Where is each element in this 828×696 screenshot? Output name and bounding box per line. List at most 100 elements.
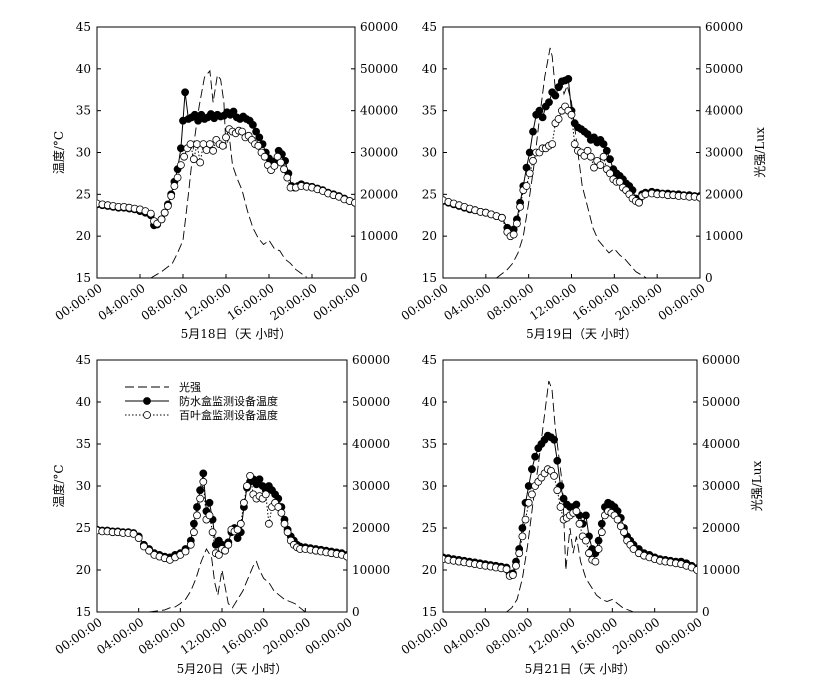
waterproof-box-temp-point bbox=[205, 498, 214, 507]
y-tick-label: 15 bbox=[422, 271, 437, 285]
louver-box-temp-point bbox=[693, 566, 697, 574]
waterproof-box-temp-point bbox=[554, 83, 563, 92]
legend-label-3: 百叶盒监测设备温度 bbox=[179, 408, 278, 422]
waterproof-box-temp-point bbox=[189, 519, 198, 528]
x-tick-label: 04:00:00 bbox=[441, 281, 493, 323]
y2-tick-label: 50000 bbox=[702, 395, 740, 409]
louver-box-temp-point bbox=[509, 571, 517, 579]
louver-box-temp-point bbox=[193, 511, 201, 520]
louver-box-temp-point bbox=[586, 152, 595, 161]
louver-box-temp-point bbox=[218, 141, 227, 150]
louver-box-temp-point bbox=[209, 146, 218, 155]
louver-box-temp-point bbox=[163, 202, 172, 210]
louver-box-temp-point bbox=[567, 110, 576, 119]
louver-box-temp-point bbox=[599, 152, 608, 161]
waterproof-box-temp-point bbox=[551, 91, 560, 100]
louver-box-temp-point bbox=[157, 215, 166, 224]
y-tick-label: 35 bbox=[422, 437, 437, 451]
waterproof-box-temp-point bbox=[529, 127, 537, 136]
y-tick-label: 45 bbox=[422, 20, 437, 34]
light-intensity-line bbox=[149, 548, 306, 612]
y-tick-label: 35 bbox=[422, 104, 437, 118]
x-tick-label: 12:00:00 bbox=[182, 281, 234, 323]
y-tick-label: 25 bbox=[76, 521, 91, 535]
plot-frame bbox=[442, 26, 701, 279]
y2-tick-label: 60000 bbox=[705, 20, 743, 34]
louver-box-temp-point bbox=[214, 551, 223, 559]
x-tick-label: 20:00:00 bbox=[268, 281, 320, 323]
louver-box-temp-point bbox=[233, 525, 242, 534]
waterproof-box-temp-point bbox=[582, 511, 590, 520]
y-axis-label: 温度/°C bbox=[51, 464, 66, 507]
y-tick-label: 40 bbox=[76, 395, 91, 409]
waterproof-box-temp-point bbox=[583, 130, 592, 139]
louver-box-temp-point bbox=[193, 140, 201, 149]
waterproof-box-temp-point bbox=[229, 107, 238, 116]
y2-axis-label: 光强/Lux bbox=[753, 127, 767, 178]
louver-box-temp-point bbox=[196, 494, 205, 503]
waterproof-box-temp-point bbox=[538, 113, 547, 122]
x-tick-label: 16:00:00 bbox=[570, 281, 622, 323]
y2-tick-label: 30000 bbox=[702, 479, 740, 493]
louver-box-temp-point bbox=[236, 519, 245, 528]
waterproof-box-temp-point bbox=[602, 146, 611, 155]
louver-box-temp-point bbox=[515, 549, 524, 558]
waterproof-box-temp-point bbox=[531, 452, 539, 461]
louver-box-temp-point bbox=[189, 155, 198, 164]
x-tick-label: 12:00:00 bbox=[526, 615, 578, 657]
louver-box-temp-point bbox=[134, 534, 143, 542]
y2-tick-label: 60000 bbox=[352, 353, 390, 367]
louver-box-temp-point bbox=[222, 133, 230, 142]
louver-box-temp-point bbox=[186, 540, 195, 549]
y2-tick-label: 40000 bbox=[702, 437, 740, 451]
waterproof-box-temp-point bbox=[559, 494, 568, 503]
y2-tick-label: 20000 bbox=[705, 187, 743, 201]
x-tick-label: 08:00:00 bbox=[483, 615, 535, 657]
louver-box-temp-point bbox=[167, 192, 176, 200]
louver-box-temp-point bbox=[556, 503, 565, 511]
louver-box-temp-point bbox=[239, 498, 248, 507]
waterproof-box-temp-point bbox=[535, 106, 544, 115]
y-tick-label: 30 bbox=[76, 479, 91, 493]
y2-axis-label: 光强/Lux bbox=[750, 461, 764, 512]
louver-box-temp-point bbox=[261, 490, 270, 499]
louver-box-temp-point bbox=[176, 161, 185, 170]
louver-box-temp-point bbox=[620, 528, 628, 537]
waterproof-box-temp-point bbox=[550, 435, 558, 444]
louver-box-temp-point bbox=[205, 140, 214, 149]
louver-box-temp-point bbox=[139, 542, 148, 551]
louver-box-temp-point bbox=[277, 509, 286, 517]
x-tick-label: 00:00:00 bbox=[311, 281, 363, 323]
louver-box-temp-point bbox=[512, 561, 520, 570]
waterproof-box-temp-point bbox=[525, 148, 534, 157]
y-tick-label: 15 bbox=[76, 271, 91, 285]
louver-box-temp-point bbox=[572, 507, 581, 516]
x-tick-label: 08:00:00 bbox=[139, 281, 191, 323]
waterproof-box-temp-point bbox=[181, 88, 190, 97]
y-tick-label: 40 bbox=[76, 62, 91, 76]
louver-box-temp-point bbox=[145, 546, 154, 555]
y-tick-label: 20 bbox=[76, 229, 91, 243]
x-tick-label: 00:00:00 bbox=[303, 615, 355, 657]
louver-box-temp-point bbox=[525, 169, 534, 178]
louver-box-temp-point bbox=[351, 198, 355, 207]
louver-box-temp-point bbox=[208, 528, 217, 537]
waterproof-box-temp-point bbox=[564, 75, 573, 83]
louver-box-temp-point bbox=[513, 219, 521, 228]
louver-box-temp-point bbox=[629, 545, 638, 553]
y-tick-label: 20 bbox=[76, 563, 91, 577]
waterproof-box-temp-point bbox=[528, 465, 536, 474]
y2-tick-label: 30000 bbox=[360, 146, 398, 160]
louver-box-temp-point bbox=[173, 173, 182, 182]
waterproof-box-temp-point bbox=[199, 469, 208, 478]
chart-panel-4: 15 20 25 30 35 40 45 0 10000 20000 30000 40000 50000… bbox=[399, 353, 764, 676]
y-tick-label: 40 bbox=[422, 395, 437, 409]
louver-box-temp-point bbox=[224, 540, 233, 549]
y2-tick-label: 60000 bbox=[702, 353, 740, 367]
waterproof-box-temp-point bbox=[255, 475, 264, 484]
louver-box-temp-point bbox=[160, 208, 169, 217]
louver-box-temp-point bbox=[502, 565, 511, 574]
chart-title: 5月20日（天 小时） bbox=[177, 662, 288, 676]
y-tick-label: 45 bbox=[76, 353, 91, 367]
